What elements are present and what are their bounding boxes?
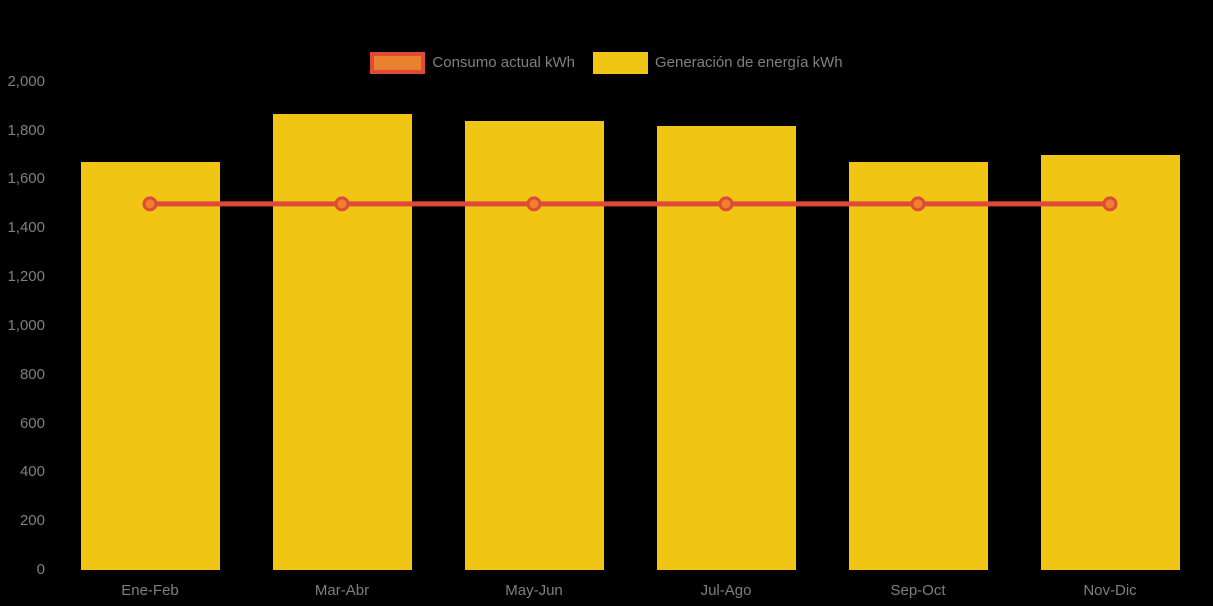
x-axis-tick-label: Nov-Dic [1083, 582, 1137, 599]
generation-bar-May-Jun[interactable] [464, 120, 604, 570]
y-axis-tick-label: 1,400 [7, 219, 45, 237]
y-axis-tick-label: 1,200 [7, 268, 45, 286]
consumo-swatch-icon [370, 52, 426, 74]
legend-item-consumo[interactable]: Consumo actual kWh [370, 52, 575, 74]
x-axis-tick-label: May-Jun [505, 582, 563, 599]
y-axis-tick-label: 1,600 [7, 170, 45, 188]
generation-bar-Ene-Feb[interactable] [80, 162, 220, 570]
y-axis-tick-label: 200 [19, 512, 45, 530]
chart-legend: Consumo actual kWh Generación de energía… [0, 50, 1213, 76]
y-axis-tick-label: 2,000 [7, 72, 45, 90]
legend-label-generacion: Generación de energía kWh [654, 54, 843, 71]
generation-bar-Mar-Abr[interactable] [272, 113, 412, 570]
y-axis-tick-label: 600 [19, 414, 45, 432]
legend-label-consumo: Consumo actual kWh [432, 54, 575, 71]
x-axis-tick-label: Mar-Abr [314, 582, 370, 599]
generation-bar-Jul-Ago[interactable] [656, 125, 796, 570]
generation-bar-Nov-Dic[interactable] [1040, 155, 1180, 570]
y-axis-tick-label: 1,000 [7, 316, 45, 334]
x-axis-tick-label: Jul-Ago [700, 582, 752, 599]
generacion-swatch-icon [592, 52, 648, 74]
y-axis-tick-label: 400 [19, 463, 45, 481]
x-axis-tick-label: Ene-Feb [121, 582, 179, 599]
y-axis-tick-label: 0 [36, 561, 45, 578]
x-axis-tick-label: Sep-Oct [890, 582, 946, 599]
generation-bar-Sep-Oct[interactable] [848, 162, 988, 570]
y-axis-tick-label: 800 [19, 365, 45, 383]
legend-item-generacion[interactable]: Generación de energía kWh [592, 52, 843, 74]
y-axis-tick-label: 1,800 [7, 121, 45, 139]
